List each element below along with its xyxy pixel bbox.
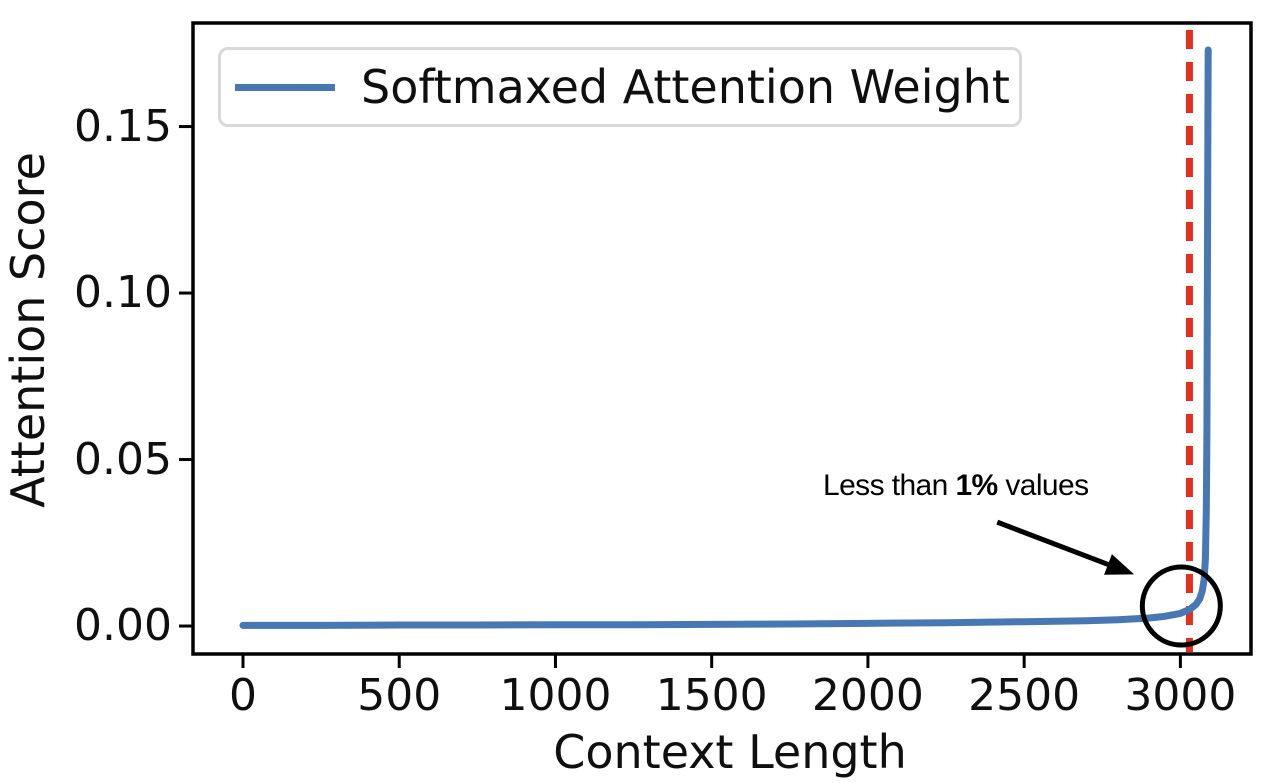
- legend-box: Softmaxed Attention Weight: [218, 47, 1022, 127]
- x-tick-label-1500: 1500: [655, 670, 768, 721]
- annotation-arrow-head: [1104, 554, 1135, 575]
- annotation-arrow-shaft: [996, 519, 1115, 569]
- x-tick-label-500: 500: [357, 670, 442, 721]
- annotation-less-than-1pct: Less than 1% values: [823, 469, 1089, 503]
- x-tick-label-3000: 3000: [1124, 670, 1237, 721]
- attention-weight-curve: [239, 46, 1212, 629]
- x-tick-label-2500: 2500: [968, 670, 1081, 721]
- annotation-suffix: values: [997, 469, 1089, 502]
- y-tick-label-0.15: 0.15: [74, 100, 172, 152]
- y-tick-label-0.10: 0.10: [74, 267, 172, 319]
- x-tick-label-1000: 1000: [499, 670, 612, 721]
- legend-entry-label: Softmaxed Attention Weight: [361, 60, 1010, 114]
- y-axis-label: Attention Score: [1, 152, 55, 508]
- y-tick-label-0.05: 0.05: [74, 433, 172, 485]
- legend-line-swatch: [235, 83, 335, 91]
- x-tick-label-2000: 2000: [811, 670, 924, 721]
- x-tick-label-0: 0: [228, 670, 257, 721]
- annotation-prefix: Less than: [823, 469, 956, 502]
- plot-border: [191, 21, 1253, 656]
- x-axis-label: Context Length: [553, 725, 907, 779]
- highlight-circle: [1139, 564, 1223, 648]
- y-tick-label-0.00: 0.00: [74, 600, 172, 652]
- annotation-bold-value: 1%: [955, 469, 998, 502]
